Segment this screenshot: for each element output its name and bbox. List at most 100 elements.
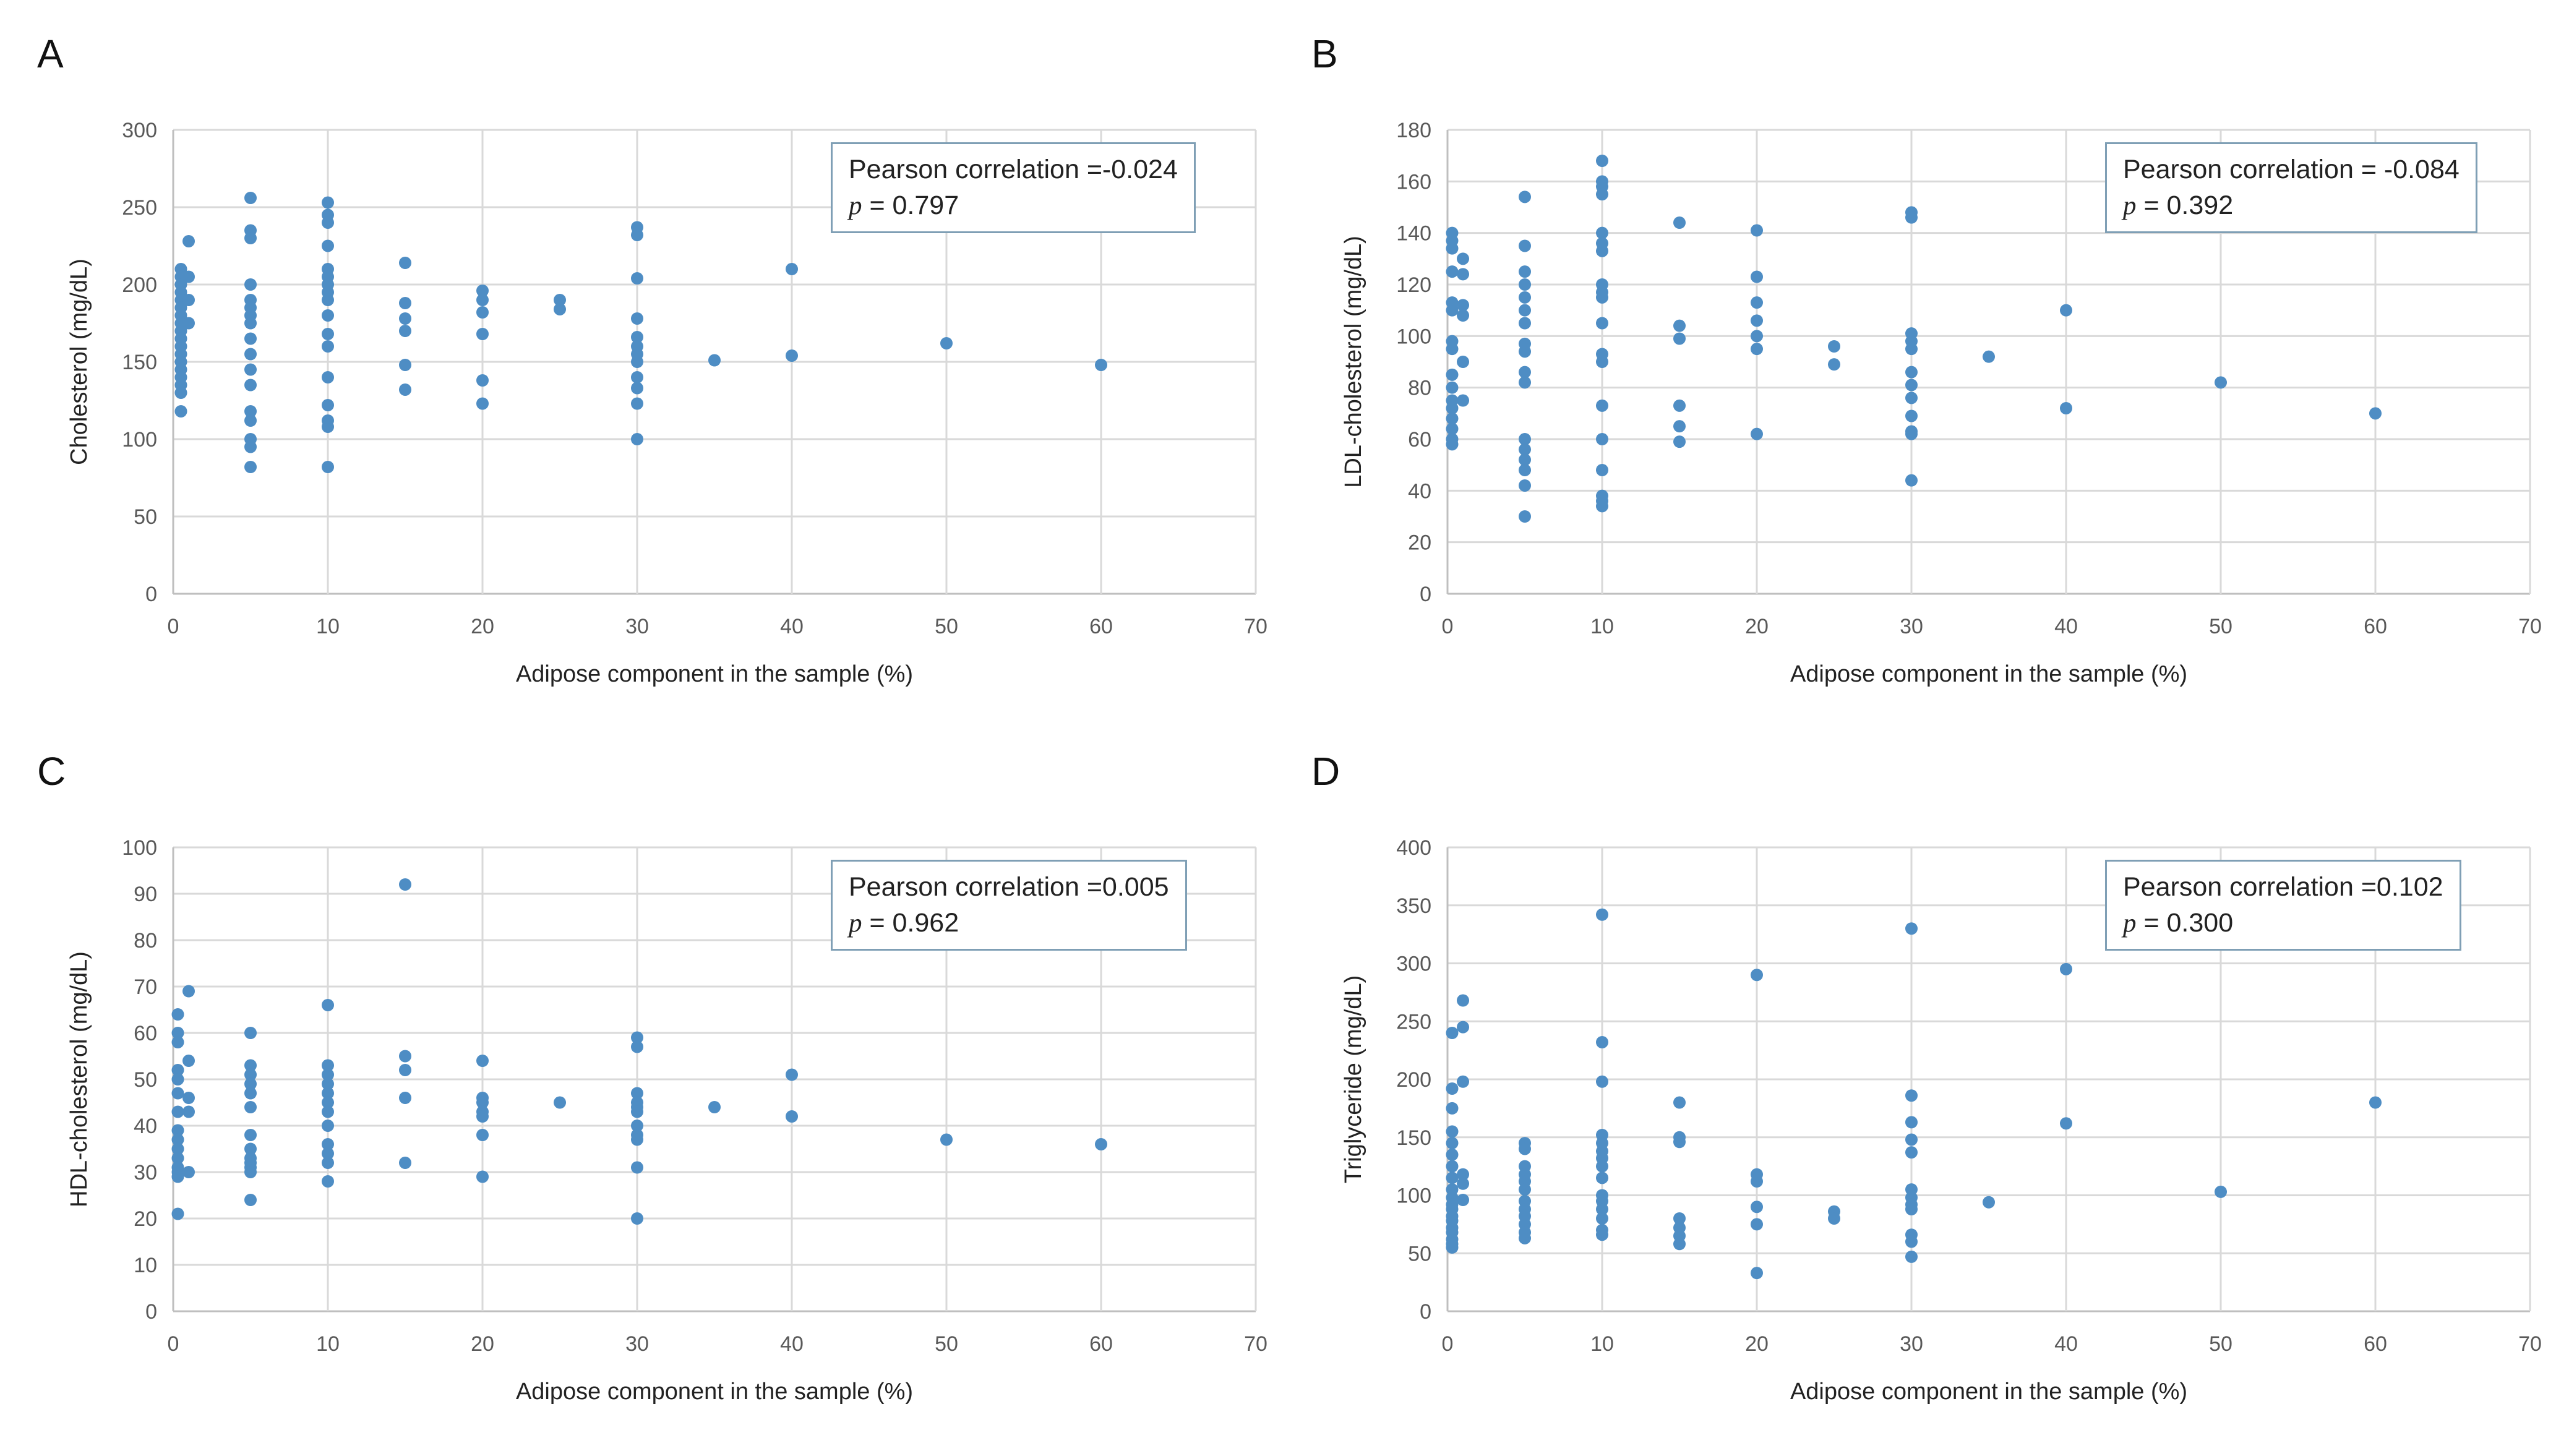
y-tick-label: 0 [1420, 583, 1431, 606]
data-point [244, 379, 257, 392]
data-point [1828, 358, 1840, 371]
y-tick-label: 50 [134, 505, 157, 529]
data-point [244, 348, 257, 361]
data-point [1457, 1168, 1469, 1181]
panel-letter: A [37, 32, 64, 76]
y-tick-label: 300 [1396, 953, 1431, 976]
data-point [1751, 427, 1763, 440]
data-point [1828, 1212, 1840, 1225]
data-point [708, 354, 721, 367]
data-point [1446, 1171, 1459, 1184]
data-point [1519, 1183, 1531, 1196]
y-tick-label: 350 [1396, 894, 1431, 918]
data-point [1446, 1148, 1459, 1161]
data-point [1751, 296, 1763, 309]
data-point [631, 397, 643, 410]
data-point [1596, 188, 1608, 201]
data-point [554, 303, 566, 315]
data-point [1983, 1196, 1995, 1209]
data-point [244, 1166, 257, 1178]
data-point [1457, 252, 1469, 265]
data-point [786, 1068, 798, 1081]
data-point [1446, 438, 1459, 451]
x-tick-label: 0 [1442, 1332, 1454, 1356]
data-point [1673, 332, 1686, 345]
data-point [1519, 510, 1531, 523]
data-point [1446, 1137, 1459, 1150]
data-point [476, 294, 489, 306]
data-point [476, 1170, 489, 1183]
p-value-line: p = 0.797 [849, 187, 1178, 224]
data-point [1596, 399, 1608, 412]
data-point [1095, 1138, 1107, 1150]
x-tick-label: 60 [1089, 615, 1113, 638]
data-point [244, 1077, 257, 1090]
data-point [1596, 908, 1608, 921]
x-tick-label: 30 [625, 615, 649, 638]
data-point [182, 1105, 195, 1118]
data-point [1751, 1201, 1763, 1214]
x-tick-label: 60 [2364, 1332, 2387, 1356]
data-point [476, 1096, 489, 1109]
data-point [1673, 420, 1686, 433]
data-point [171, 1008, 184, 1021]
data-point [1457, 994, 1469, 1007]
data-point [174, 405, 187, 418]
data-point [1905, 366, 1918, 379]
data-point [171, 1105, 184, 1118]
y-tick-label: 150 [122, 351, 157, 374]
data-point [476, 1110, 489, 1123]
data-point [1519, 239, 1531, 252]
data-point [244, 1129, 257, 1141]
scatter-plot-c: 0 10 20 30 40 50 60 70 80 90 100 0 10 20 30 40 50 60 70 Adi… [66, 836, 1267, 1405]
data-point [1905, 1250, 1918, 1263]
data-point [1673, 435, 1686, 448]
p-value: = 0.300 [2136, 908, 2234, 938]
data-point [182, 1055, 195, 1067]
y-tick-label: 200 [1396, 1068, 1431, 1092]
scatter-plot-b: 0 20 40 60 80 100 120 140 160 180 0 10 20 30 40 50 60 70 A… [1340, 119, 2542, 687]
data-point [244, 192, 257, 204]
p-value-line: p = 0.392 [2123, 187, 2460, 224]
data-point [171, 1027, 184, 1039]
data-point [171, 1142, 184, 1155]
data-point [1596, 291, 1608, 304]
data-point [171, 1064, 184, 1076]
data-point [1446, 304, 1459, 317]
data-point [1446, 368, 1459, 381]
data-point [631, 1212, 643, 1225]
data-point [1596, 356, 1608, 368]
y-tick-label: 100 [122, 428, 157, 452]
data-point [1905, 1235, 1918, 1248]
data-point [1905, 343, 1918, 356]
data-point [1983, 350, 1995, 363]
data-point [182, 235, 195, 247]
data-point [322, 461, 334, 473]
data-point [1457, 1021, 1469, 1034]
data-point [1596, 464, 1608, 476]
data-point [1751, 343, 1763, 356]
data-point [554, 294, 566, 306]
data-point [1905, 1146, 1918, 1159]
data-point [1905, 379, 1918, 392]
data-point [1673, 399, 1686, 412]
x-tick-label: 60 [1089, 1332, 1113, 1356]
data-point [1673, 1238, 1686, 1251]
data-point [244, 278, 257, 291]
data-point [322, 294, 334, 306]
data-point [1673, 1136, 1686, 1149]
p-value: = 0.962 [862, 908, 959, 938]
data-point [1751, 1267, 1763, 1280]
data-point [244, 461, 257, 473]
data-point [1457, 1075, 1469, 1088]
data-point [1446, 381, 1459, 394]
scatter-plot-a: 0 50 100 150 200 250 300 0 10 20 30 40 50 60 70 Adipose… [66, 119, 1267, 687]
x-tick-label: 50 [935, 615, 958, 638]
data-point [631, 382, 643, 395]
x-tick-label: 0 [1442, 615, 1454, 638]
data-point [322, 1068, 334, 1081]
data-point [1446, 343, 1459, 356]
data-point [171, 1133, 184, 1146]
data-point [322, 1096, 334, 1109]
x-tick-label: 0 [168, 1332, 179, 1356]
